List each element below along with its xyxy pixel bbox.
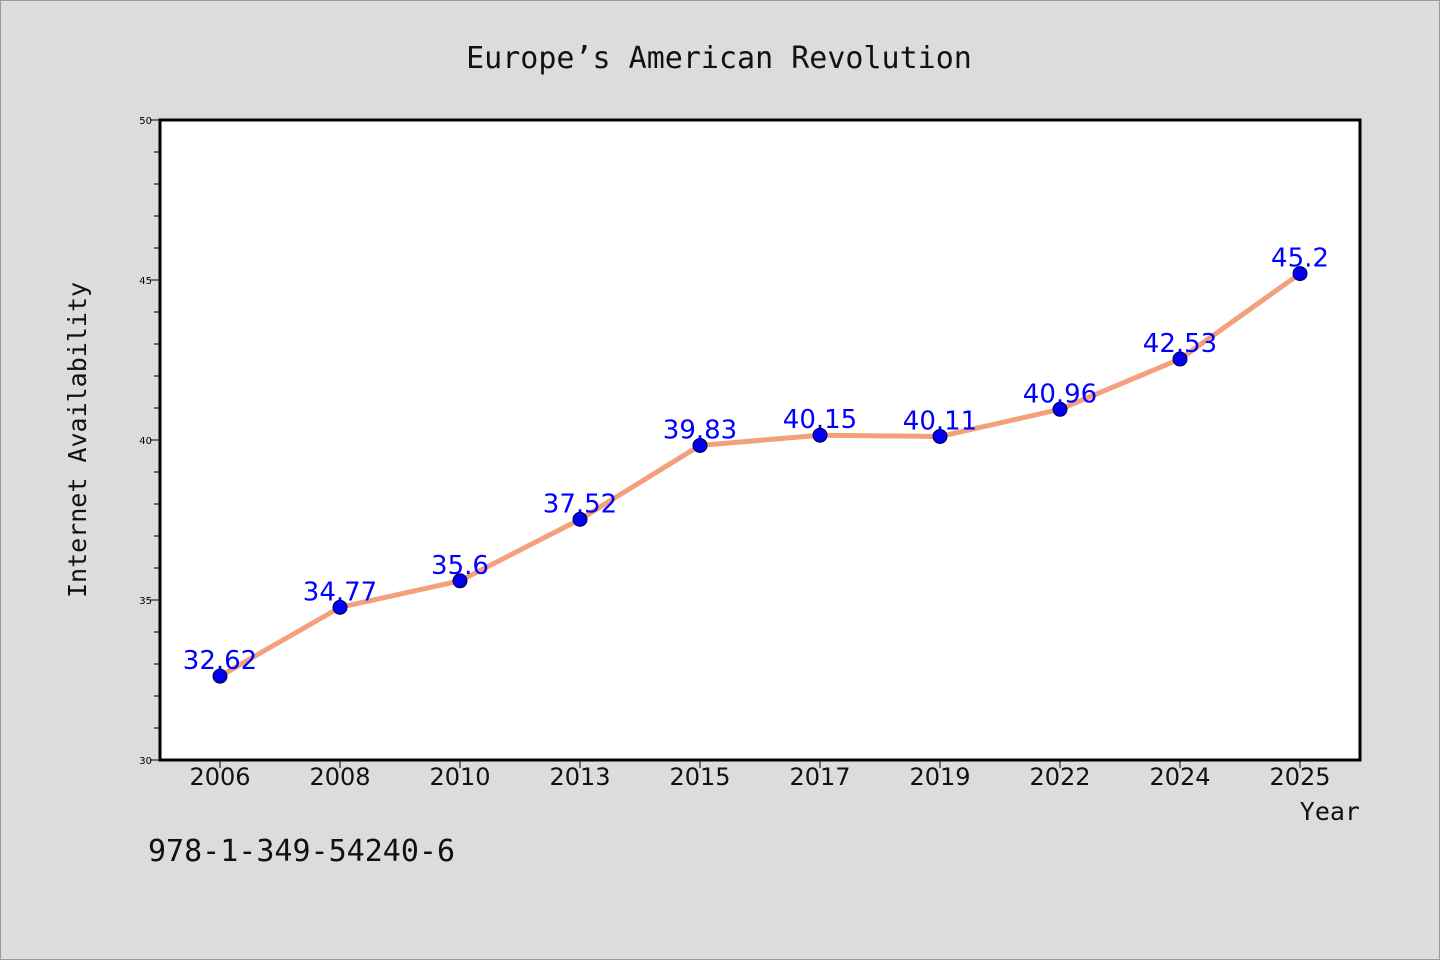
data-point [932,428,948,444]
data-point [572,511,588,527]
data-label: 32.62 [183,646,257,676]
data-label: 39.83 [663,415,737,445]
y-tick-label: 40 [139,436,152,447]
data-point [1172,351,1188,367]
y-axis-label: Internet Availability [63,282,92,598]
x-tick-label: 2010 [429,763,490,791]
chart-title: Europe’s American Revolution [466,41,972,76]
y-tick-label: 30 [139,756,152,767]
data-label: 37.52 [543,489,617,519]
data-point [1292,266,1308,282]
data-label: 40.11 [903,406,977,436]
x-axis-label: Year [1300,797,1360,826]
y-tick-label: 45 [139,276,152,287]
x-axis: 2006 2008 2010 2013 2015 2017 2019 2022 2024 2025 [189,760,1331,791]
data-label: 35.6 [431,551,489,581]
data-labels: 32.62 34.77 35.6 37.52 39.83 40.15 40.11 40.96 4… [183,244,1329,677]
data-label: 40.96 [1023,379,1097,409]
data-point [812,427,828,443]
data-label: 45.2 [1271,244,1329,274]
y-tick-label: 50 [139,116,152,127]
data-point [452,573,468,589]
x-tick-label: 2022 [1029,763,1090,791]
x-tick-label: 2017 [789,763,850,791]
data-label: 40.15 [783,405,857,435]
data-label: 42.53 [1143,329,1217,359]
data-point [212,668,228,684]
series-markers [212,266,1308,684]
isbn-code: 978-1-349-54240-6 [148,834,456,869]
data-point [332,599,348,615]
x-tick-label: 2024 [1149,763,1210,791]
data-point [1052,401,1068,417]
data-label: 34.77 [303,577,377,607]
x-tick-label: 2015 [669,763,730,791]
x-tick-label: 2013 [549,763,610,791]
plot-border [158,118,1362,762]
y-tick-label: 35 [139,596,152,607]
x-tick-label: 2019 [909,763,970,791]
data-point [692,437,708,453]
series-line [217,271,1303,679]
x-tick-label: 2006 [189,763,250,791]
y-axis: 30 35 40 45 50 [139,116,160,767]
x-tick-label: 2008 [309,763,370,791]
x-tick-label: 2025 [1269,763,1330,791]
